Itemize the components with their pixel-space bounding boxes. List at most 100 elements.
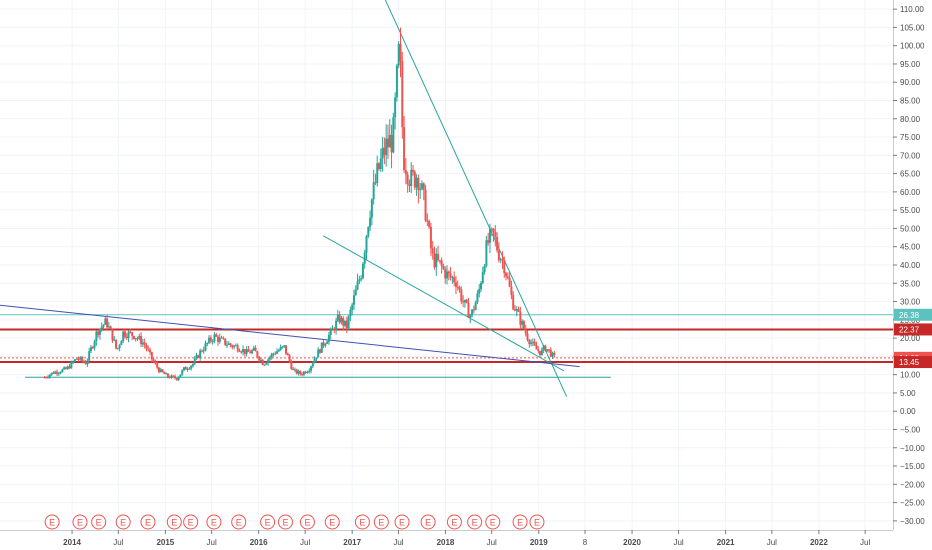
candle-body <box>170 375 173 378</box>
candle-body <box>258 356 261 361</box>
candle-body <box>526 333 529 341</box>
earnings-marker <box>394 514 410 530</box>
candle-body <box>546 349 549 351</box>
candle-body <box>496 236 499 251</box>
earnings-marker <box>420 514 436 530</box>
candle-body <box>429 226 432 249</box>
candle-body <box>453 277 456 283</box>
candle-body <box>132 335 135 339</box>
candle-body <box>150 351 153 360</box>
candle-body <box>451 277 454 279</box>
candle-body <box>460 289 463 302</box>
candle-body <box>213 334 216 341</box>
candle-body <box>177 377 180 380</box>
x-tick-label: 8 <box>583 538 588 547</box>
candle-body <box>424 189 427 221</box>
candle-body <box>333 328 336 331</box>
candle-body <box>165 373 168 375</box>
candle-body <box>530 342 533 345</box>
candle-body <box>174 376 177 379</box>
candle-body <box>231 345 234 348</box>
candle-body <box>478 288 481 294</box>
candle-body <box>399 43 402 62</box>
candle-body <box>462 301 465 303</box>
y-tick-label: 70.00 <box>900 151 921 160</box>
candle-body <box>412 169 415 172</box>
y-tick-label: 105.00 <box>900 23 925 32</box>
candle-body <box>344 320 347 326</box>
candle-body <box>549 349 552 357</box>
candle-body <box>140 335 143 345</box>
x-tick-label: 2017 <box>343 538 361 547</box>
candle-body <box>519 311 522 325</box>
candle-body <box>419 188 422 191</box>
candle-body <box>252 347 255 351</box>
candle-body <box>106 318 109 328</box>
candle-body <box>242 349 245 353</box>
long-trendline <box>0 304 580 368</box>
candle-body <box>374 182 377 184</box>
candle-body <box>437 253 440 261</box>
candle-body <box>175 378 178 380</box>
price-label-text: 13.45 <box>899 358 920 367</box>
candle-body <box>284 345 287 354</box>
candle-body <box>229 343 232 346</box>
candle-body <box>154 361 157 364</box>
candle-body <box>220 337 223 339</box>
candle-body <box>542 345 545 350</box>
candle-body <box>540 349 543 356</box>
candle-body <box>129 331 132 333</box>
candle-body <box>378 163 381 170</box>
candle-body <box>336 314 339 321</box>
candle-body <box>263 364 266 366</box>
candle-body <box>302 371 305 375</box>
candle-body <box>93 341 96 348</box>
candle-body <box>206 342 209 344</box>
earnings-marker <box>140 514 156 530</box>
y-tick-label: −30.00 <box>900 517 925 526</box>
candle-body <box>447 271 450 274</box>
earnings-marker <box>354 514 370 530</box>
x-tick-label: Jul <box>300 538 310 547</box>
candle-body <box>395 65 398 98</box>
candle-body <box>369 217 372 228</box>
candle-body <box>367 227 370 237</box>
earnings-marker <box>373 514 389 530</box>
earnings-marker-label: E <box>211 518 217 528</box>
earnings-marker <box>183 514 199 530</box>
y-tick-label: 95.00 <box>900 60 921 69</box>
candle-body <box>403 127 406 171</box>
candle-body <box>225 344 228 346</box>
earnings-marker-label: E <box>329 518 335 528</box>
candle-body <box>471 309 474 316</box>
candle-body <box>533 341 536 346</box>
x-tick-label: Jul <box>207 538 217 547</box>
y-tick-label: −10.00 <box>900 444 925 453</box>
x-tick-label: 2019 <box>530 538 548 547</box>
candle-body <box>197 355 200 358</box>
candlesticks <box>43 27 556 382</box>
candle-body <box>204 343 207 351</box>
candle-body <box>161 369 164 373</box>
x-tick-label: Jul <box>673 538 683 547</box>
candle-body <box>283 345 286 347</box>
candle-body <box>190 365 193 369</box>
upper-resistance <box>384 0 568 397</box>
candle-body <box>410 169 413 186</box>
candle-body <box>276 351 279 354</box>
candle-body <box>342 317 345 326</box>
candle-body <box>217 336 220 342</box>
candle-body <box>265 363 268 365</box>
candle-body <box>143 342 146 345</box>
candle-body <box>188 368 191 370</box>
candle-body <box>531 341 534 343</box>
earnings-marker <box>72 514 88 530</box>
candle-body <box>304 371 307 374</box>
candle-body <box>388 135 391 148</box>
candle-body <box>131 332 134 336</box>
earnings-marker <box>260 514 276 530</box>
candle-body <box>354 289 357 296</box>
y-tick-label: 20.00 <box>900 334 921 343</box>
